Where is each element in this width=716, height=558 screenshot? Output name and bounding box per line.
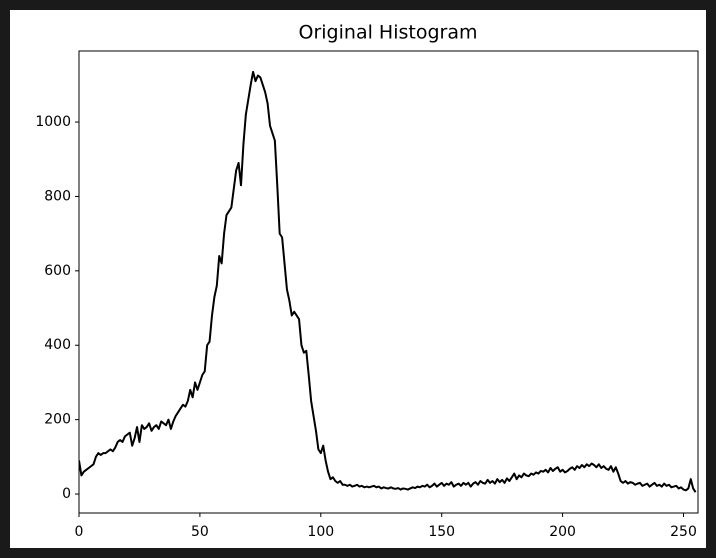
y-tick-label: 600 [44,263,71,279]
y-tick-label: 200 [44,412,71,428]
x-tick-label: 150 [428,524,455,540]
chart-title: Original Histogram [299,22,478,44]
y-tick-label: 0 [62,486,71,502]
x-tick-label: 100 [307,524,334,540]
x-tick-label: 250 [670,524,697,540]
data-line [79,70,697,493]
plot-frame [78,50,699,514]
x-tick-label: 200 [549,524,576,540]
y-tick-label: 800 [44,188,71,204]
x-tick-label: 0 [75,524,84,540]
y-tick-label: 1000 [35,114,71,130]
figure [10,10,706,548]
y-tick-label: 400 [44,337,71,353]
x-tick-label: 50 [191,524,209,540]
